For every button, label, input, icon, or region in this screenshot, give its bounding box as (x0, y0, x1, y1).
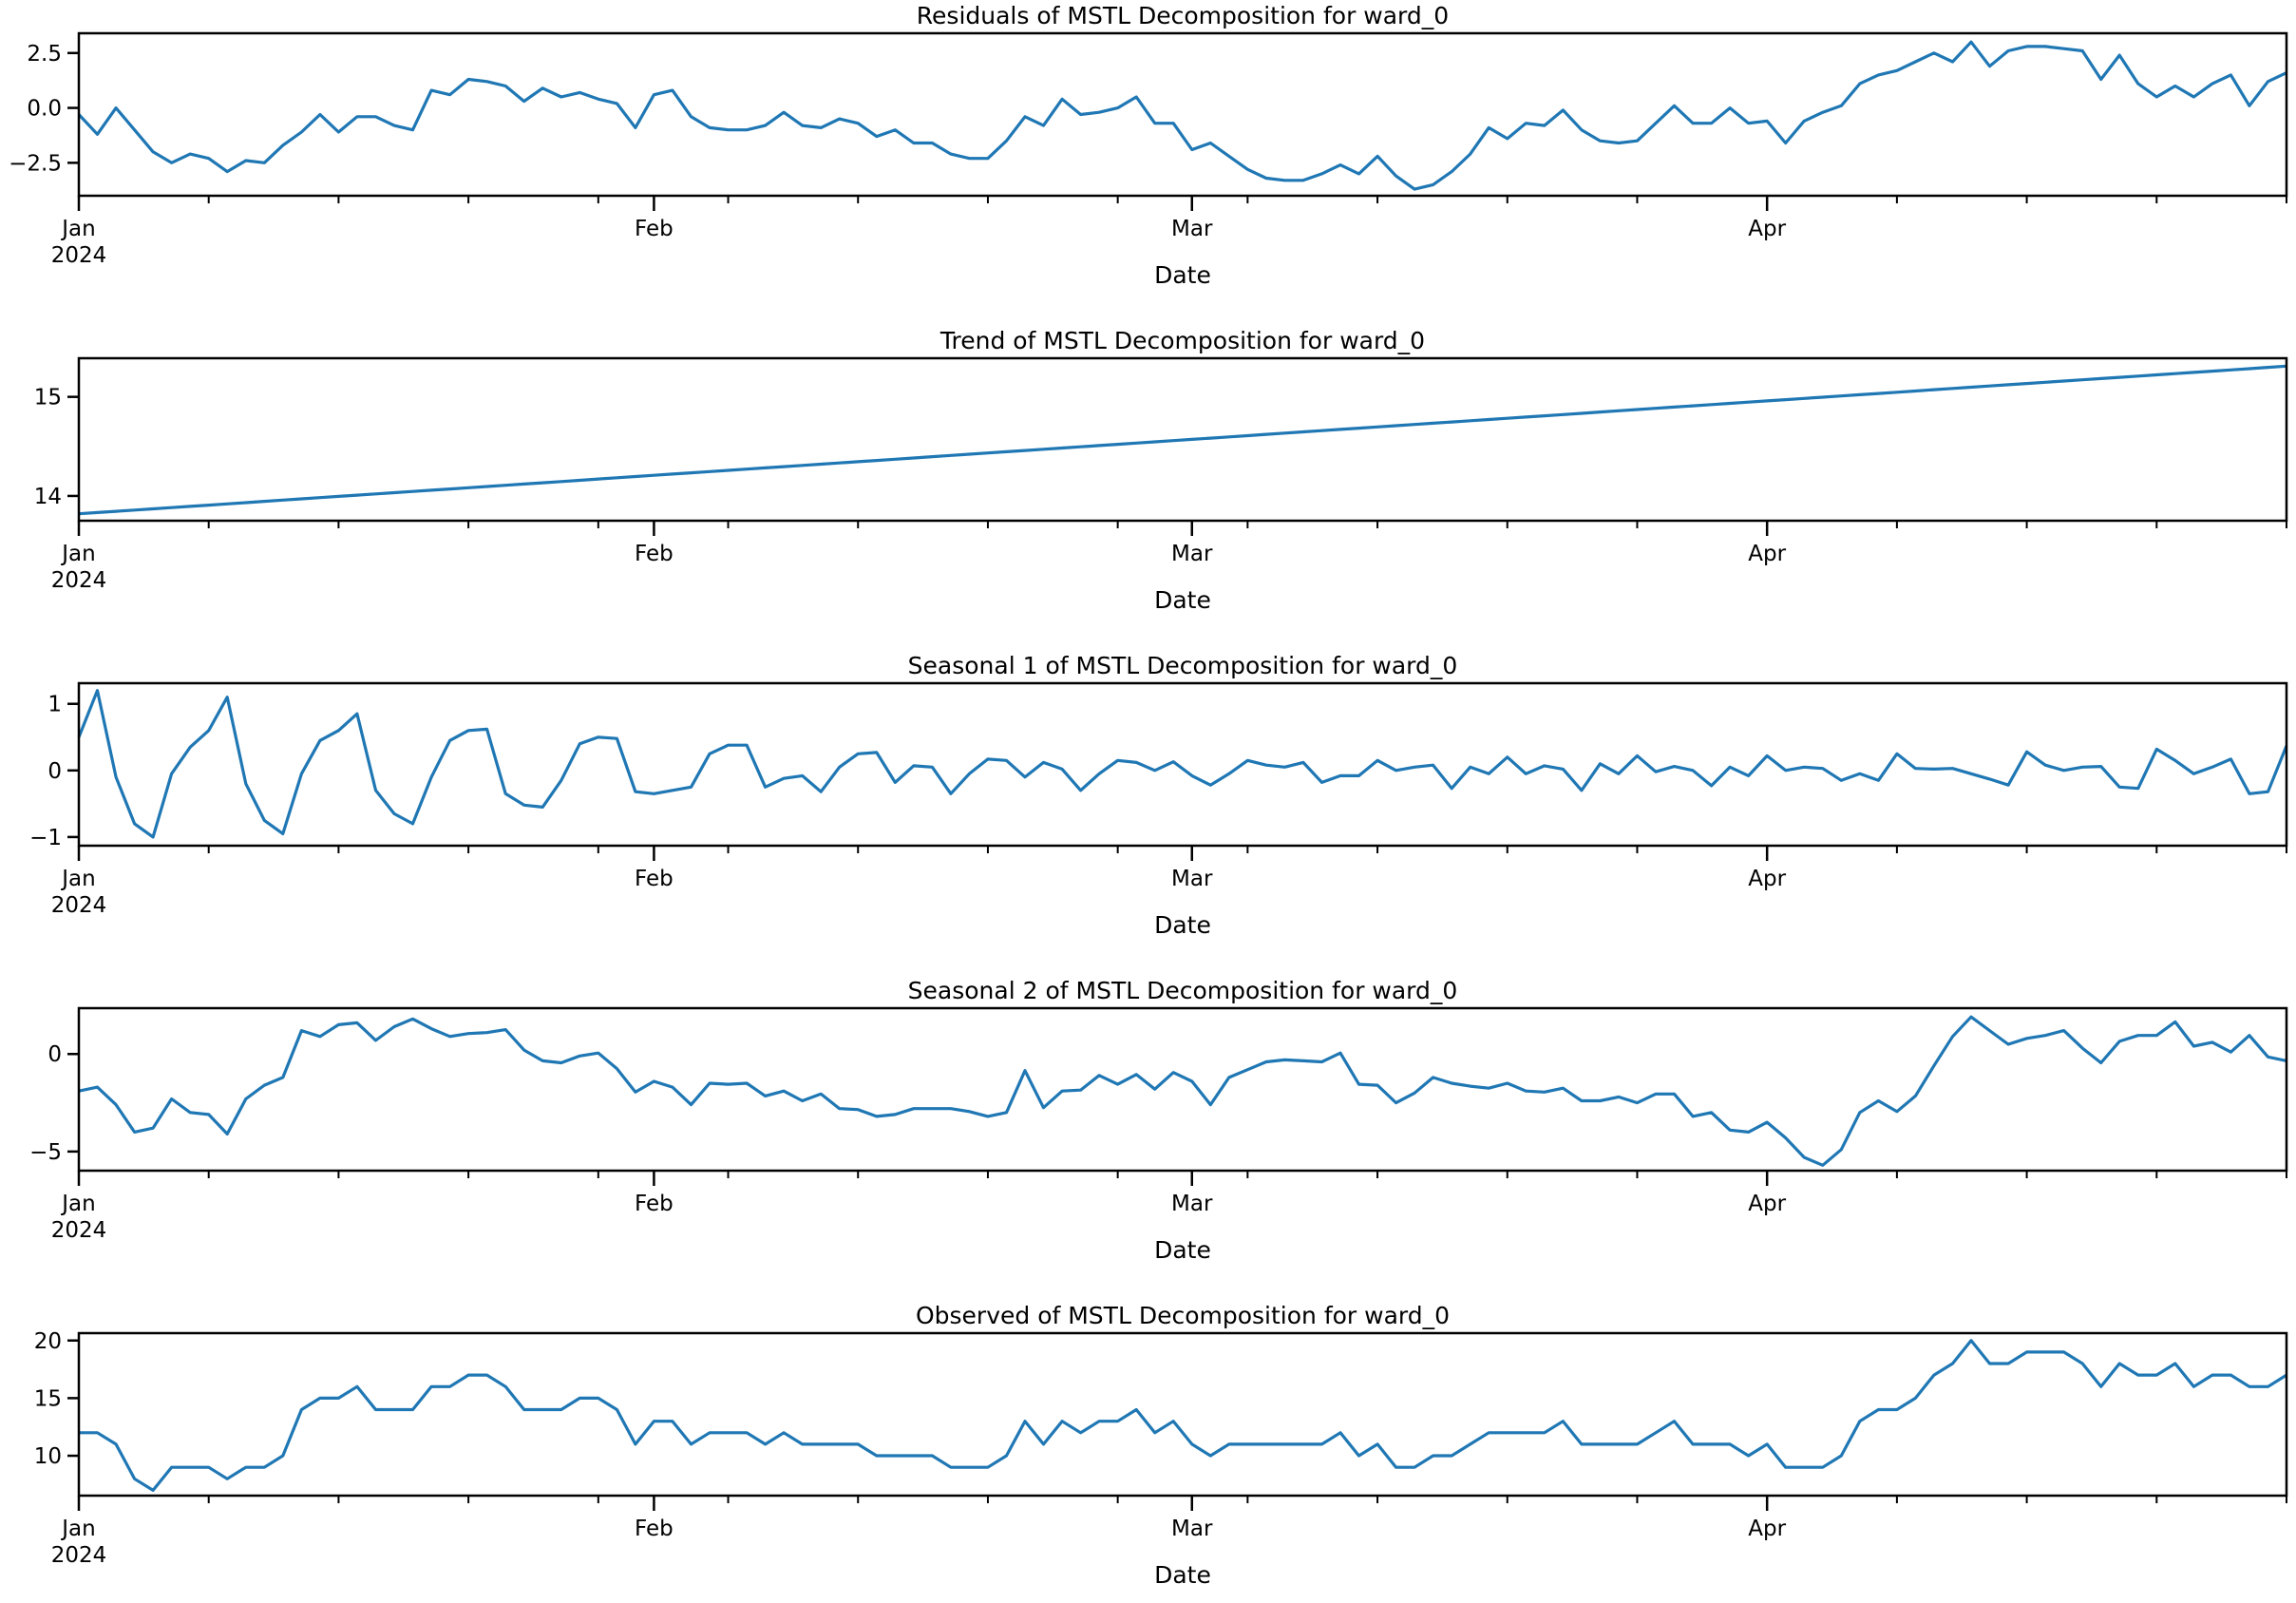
subplot-title: Residuals of MSTL Decomposition for ward… (917, 2, 1449, 29)
x-tick-year-label: 2024 (51, 243, 107, 268)
x-tick-year-label: 2024 (51, 568, 107, 593)
subplot-title: Seasonal 2 of MSTL Decomposition for war… (908, 977, 1458, 1004)
x-axis-label: Date (1154, 1236, 1211, 1264)
x-tick-label: Apr (1748, 1192, 1786, 1216)
x-tick-label: Feb (635, 217, 674, 241)
x-tick-label: Mar (1171, 217, 1213, 241)
x-tick-label: Jan (60, 542, 95, 566)
subplot-0: Residuals of MSTL Decomposition for ward… (9, 2, 2288, 289)
x-tick-label: Jan (60, 1517, 95, 1541)
series-line (77, 689, 2288, 839)
subplot-3: Seasonal 2 of MSTL Decomposition for war… (29, 977, 2288, 1264)
series-line (77, 40, 2287, 191)
x-axis-label: Date (1154, 586, 1211, 614)
y-tick-label: 1 (47, 693, 62, 717)
y-tick-label: 0 (47, 1042, 62, 1067)
y-tick-label: −2.5 (9, 151, 62, 176)
x-tick-year-label: 2024 (51, 893, 107, 918)
subplot-title: Trend of MSTL Decomposition for ward_0 (939, 327, 1425, 354)
y-tick-label: 2.5 (27, 42, 62, 67)
axes-frame (77, 1006, 2288, 1173)
subplot-2: Seasonal 1 of MSTL Decomposition for war… (29, 652, 2288, 939)
x-tick-label: Mar (1171, 867, 1213, 891)
subplot-4: Observed of MSTL Decomposition for ward_… (34, 1302, 2288, 1589)
axes-frame (77, 681, 2288, 848)
y-tick-label: 14 (34, 485, 62, 509)
x-tick-label: Mar (1171, 1192, 1213, 1216)
subplot-title: Observed of MSTL Decomposition for ward_… (916, 1302, 1450, 1329)
y-tick-label: 0.0 (27, 97, 62, 122)
x-tick-label: Mar (1171, 542, 1213, 566)
x-tick-label: Mar (1171, 1517, 1213, 1541)
y-tick-label: 0 (47, 759, 62, 784)
x-tick-label: Apr (1748, 542, 1786, 566)
series-line (78, 1015, 2287, 1167)
y-tick-label: 10 (34, 1444, 62, 1469)
subplot-1: Trend of MSTL Decomposition for ward_0 15… (34, 327, 2288, 614)
y-tick-label: −1 (29, 826, 62, 850)
y-tick-label: 20 (34, 1329, 62, 1354)
x-tick-label: Apr (1748, 217, 1786, 241)
x-axis-label: Date (1154, 261, 1211, 289)
axes-frame (77, 31, 2288, 198)
x-tick-year-label: 2024 (51, 1218, 107, 1243)
x-tick-label: Feb (635, 1517, 674, 1541)
subplot-title: Seasonal 1 of MSTL Decomposition for war… (908, 652, 1458, 679)
x-tick-label: Apr (1748, 1517, 1786, 1541)
y-tick-label: −5 (29, 1140, 62, 1165)
x-tick-label: Jan (60, 217, 95, 241)
x-tick-label: Feb (635, 542, 674, 566)
x-tick-year-label: 2024 (51, 1543, 107, 1568)
x-tick-label: Jan (60, 1192, 95, 1216)
series-line (78, 364, 2287, 516)
series-line (79, 1339, 2287, 1493)
x-axis-label: Date (1154, 911, 1211, 939)
x-axis-label: Date (1154, 1561, 1211, 1589)
y-tick-label: 15 (34, 386, 62, 410)
y-tick-label: 15 (34, 1386, 62, 1411)
x-tick-label: Apr (1748, 867, 1786, 891)
axes-frame (77, 356, 2288, 523)
x-tick-label: Feb (635, 1192, 674, 1216)
x-tick-label: Feb (635, 867, 674, 891)
x-tick-label: Jan (60, 867, 95, 891)
axes-frame (77, 1331, 2288, 1498)
